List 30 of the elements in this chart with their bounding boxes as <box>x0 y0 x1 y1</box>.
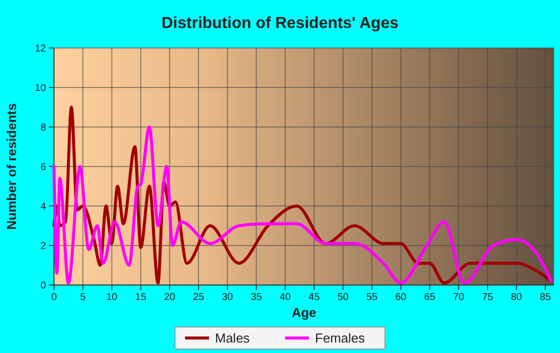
x-tick-label: 45 <box>308 292 320 303</box>
y-tick-label: 6 <box>40 162 46 173</box>
y-tick-label: 10 <box>34 83 46 94</box>
x-tick-label: 0 <box>51 292 58 303</box>
x-axis-title: Age <box>292 305 316 320</box>
x-tick-label: 65 <box>424 292 436 303</box>
y-tick-label: 2 <box>40 241 46 252</box>
x-tick-label: 70 <box>453 292 465 303</box>
x-tick-label: 85 <box>540 292 552 303</box>
x-tick-label: 25 <box>192 292 205 303</box>
x-tick-label: 15 <box>135 292 147 303</box>
y-tick-label: 0 <box>40 280 46 292</box>
x-tick-label: 20 <box>164 292 176 303</box>
legend-label: Males <box>215 330 250 346</box>
x-tick-label: 80 <box>510 292 522 303</box>
chart-title: Distribution of Residents' Ages <box>161 15 399 32</box>
y-tick-label: 12 <box>34 44 46 54</box>
x-tick-label: 30 <box>222 292 234 303</box>
x-tick-label: 75 <box>482 292 494 303</box>
y-tick-label: 8 <box>40 122 46 134</box>
y-tick-label: 4 <box>40 202 46 212</box>
x-tick-label: 60 <box>395 292 407 303</box>
x-tick-label: 55 <box>366 292 378 303</box>
x-tick-label: 35 <box>250 292 262 303</box>
x-tick-label: 40 <box>280 292 292 303</box>
x-tick-label: 5 <box>80 292 86 303</box>
x-tick-label: 10 <box>106 292 118 303</box>
legend-label: Females <box>315 330 366 346</box>
x-tick-label: 50 <box>337 292 350 303</box>
y-axis-title: Number of residents <box>4 103 19 230</box>
